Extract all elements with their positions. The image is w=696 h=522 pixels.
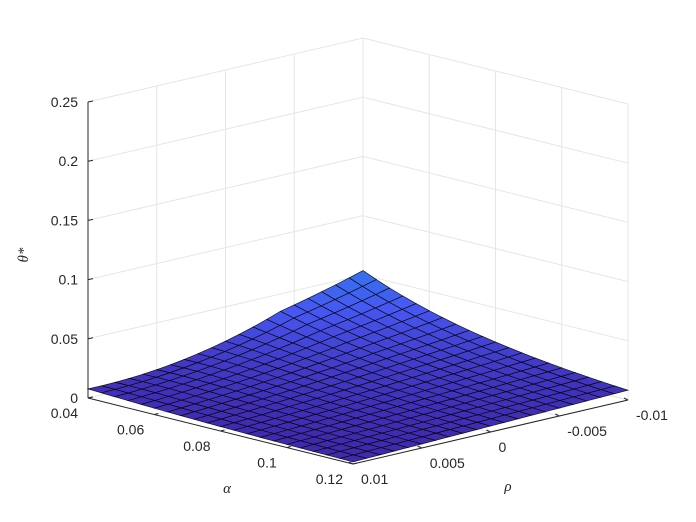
x-tick-label: 0.06: [117, 422, 144, 438]
y-tick-mark: [555, 413, 560, 417]
z-tick-label: 0.2: [59, 153, 79, 169]
x-tick-mark: [220, 429, 225, 432]
z-tick-label: 0.05: [51, 331, 78, 347]
z-tick-label: 0.1: [59, 272, 79, 288]
z-tick-mark: [87, 218, 94, 221]
side-wall-grid-line: [87, 37, 364, 103]
x-tick-label: 0.04: [51, 405, 78, 421]
surface-patch: [348, 270, 377, 287]
y-axis-label: ρ: [503, 479, 511, 495]
surface-mesh: [86, 270, 630, 463]
x-tick-label: 0.1: [257, 455, 277, 471]
z-tick-mark: [87, 337, 94, 340]
x-axis-label: α: [223, 481, 232, 497]
z-tick-mark: [87, 278, 94, 281]
x-tick-mark: [286, 446, 291, 448]
side-wall-grid-line: [87, 274, 364, 340]
axes-lines: [87, 100, 629, 465]
x-tick-label: 0.08: [183, 438, 210, 454]
z-tick-label: 0.15: [51, 212, 78, 228]
back-wall-grid-line: [362, 155, 629, 223]
z-tick-label: 0: [70, 390, 78, 406]
y-tick-label: -0.01: [636, 407, 668, 423]
side-wall-grid-line: [87, 155, 364, 221]
z-tick-mark: [87, 159, 94, 162]
y-tick-mark: [417, 445, 422, 449]
x-tick-mark: [154, 413, 159, 415]
y-tick-label: 0.005: [430, 455, 465, 471]
y-tick-label: -0.005: [567, 423, 607, 439]
y-tick-mark: [486, 429, 491, 433]
x-tick-mark: [352, 462, 358, 465]
back-wall-grid-line: [362, 96, 629, 164]
side-wall-grid-line: [87, 96, 364, 162]
y-tick-label: 0.01: [361, 471, 388, 487]
y-tick-mark: [623, 397, 629, 401]
tick-labels: 0.04 0.06 0.08 0.1 0.12 0.01 0.005 0 -0.005 -0.01…: [51, 94, 668, 487]
back-wall-grid-line: [362, 37, 629, 105]
back-wall-grid-line: [362, 215, 629, 283]
z-tick-mark: [87, 396, 94, 399]
x-tick-label: 0.12: [316, 471, 343, 487]
side-wall-grid-line: [87, 215, 364, 281]
y-tick-label: 0: [499, 439, 507, 455]
z-tick-label: 0.25: [51, 94, 78, 110]
back-wall-grid-line: [362, 274, 629, 342]
z-tick-mark: [87, 100, 94, 103]
y-tick-mark: [348, 461, 354, 465]
z-axis-label: θ*: [16, 247, 32, 262]
